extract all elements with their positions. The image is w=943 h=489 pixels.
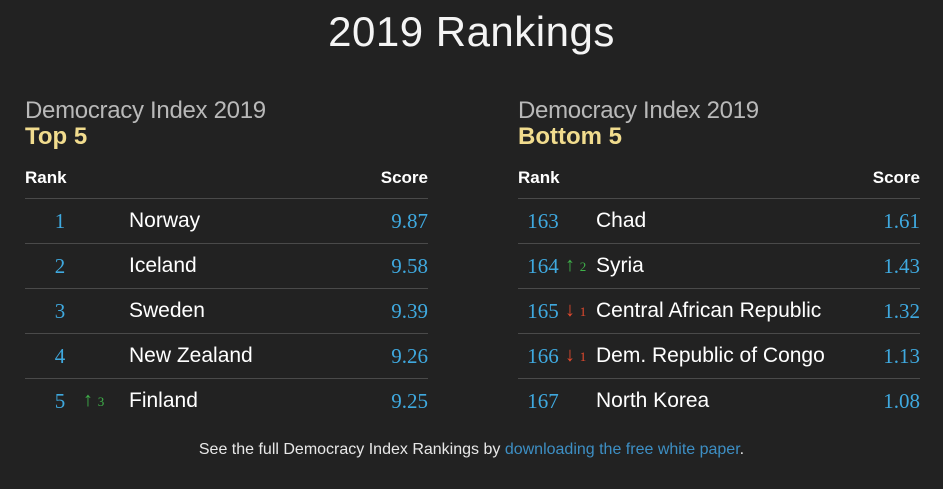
white-paper-download-link[interactable]: downloading the free white paper [504, 441, 740, 458]
rank-value: 165 [527, 299, 559, 323]
rank-value: 163 [527, 209, 559, 233]
top-5-panel: Democracy Index 2019 Top 5 Rank Score 1 … [25, 98, 428, 423]
bottom-panel-heading: Democracy Index 2019 [518, 97, 759, 124]
country-name: Dem. Republic of Congo [596, 344, 825, 367]
arrow-down-icon: ↓ [565, 299, 575, 321]
table-row: 167 North Korea 1.08 [518, 379, 920, 423]
country-name: New Zealand [129, 344, 253, 367]
rank-column-header: Rank [518, 168, 560, 187]
table-row: 163 Chad 1.61 [518, 199, 920, 244]
score-value: 1.43 [883, 254, 920, 278]
rank-change-down-indicator: ↓ 1 [565, 299, 586, 322]
rank-value: 166 [527, 344, 559, 368]
table-row: 165 ↓ 1 Central African Republic 1.32 [518, 289, 920, 334]
score-value: 9.87 [391, 209, 428, 233]
table-row: 2 Iceland 9.58 [25, 244, 428, 289]
rank-column-header: Rank [25, 168, 67, 187]
table-row: 1 Norway 9.87 [25, 199, 428, 244]
score-value: 1.61 [883, 209, 920, 233]
rank-value: 4 [54, 344, 66, 368]
rank-change-up-indicator: ↑ 2 [565, 254, 586, 277]
rank-value: 3 [54, 299, 66, 323]
rank-change-amount: 2 [579, 259, 587, 274]
top-panel-subheading: Top 5 [25, 123, 88, 150]
bottom-table-header: Rank Score [518, 162, 920, 199]
score-value: 9.26 [391, 344, 428, 368]
bottom-panel-subheading: Bottom 5 [518, 123, 622, 150]
footer-text-end: . [739, 441, 745, 458]
rank-value: 5 [54, 389, 66, 413]
country-name: Sweden [129, 299, 205, 322]
rank-value: 164 [527, 254, 559, 278]
rank-change-amount: 1 [579, 304, 587, 319]
table-row: 3 Sweden 9.39 [25, 289, 428, 334]
footer-note: See the full Democracy Index Rankings by… [0, 441, 943, 459]
rank-change-amount: 3 [97, 394, 105, 409]
arrow-up-icon: ↑ [565, 254, 575, 276]
score-column-header: Score [380, 168, 428, 187]
score-column-header: Score [872, 168, 920, 187]
bottom-5-panel: Democracy Index 2019 Bottom 5 Rank Score… [518, 98, 920, 423]
country-name: Central African Republic [596, 299, 822, 322]
rank-value: 1 [54, 209, 66, 233]
score-value: 1.32 [883, 299, 920, 323]
rank-value: 2 [54, 254, 66, 278]
country-name: Iceland [129, 254, 197, 277]
score-value: 9.39 [391, 299, 428, 323]
top-table-body: 1 Norway 9.87 2 Iceland 9.58 3 Sweden 9.… [25, 199, 428, 423]
arrow-down-icon: ↓ [565, 344, 575, 366]
footer-text: See the full Democracy Index Rankings by [198, 441, 505, 458]
country-name: Syria [596, 254, 644, 277]
rank-change-down-indicator: ↓ 1 [565, 344, 586, 367]
country-name: North Korea [596, 389, 710, 412]
top-table-header: Rank Score [25, 162, 428, 199]
country-name: Norway [129, 209, 201, 232]
page-title: 2019 Rankings [328, 8, 615, 55]
arrow-up-icon: ↑ [83, 389, 93, 411]
rank-change-up-indicator: ↑ 3 [83, 389, 104, 412]
table-row: 164 ↑ 2 Syria 1.43 [518, 244, 920, 289]
bottom-table-body: 163 Chad 1.61 164 ↑ 2 Syria 1.43 165 ↓ 1… [518, 199, 920, 423]
rank-change-amount: 1 [579, 349, 587, 364]
table-row: 166 ↓ 1 Dem. Republic of Congo 1.13 [518, 334, 920, 379]
score-value: 9.58 [391, 254, 428, 278]
top-panel-heading: Democracy Index 2019 [25, 97, 266, 124]
score-value: 9.25 [391, 389, 428, 413]
country-name: Chad [596, 209, 647, 232]
score-value: 1.13 [883, 344, 920, 368]
table-row: 5 ↑ 3 Finland 9.25 [25, 379, 428, 423]
score-value: 1.08 [883, 389, 920, 413]
rank-value: 167 [527, 389, 559, 413]
country-name: Finland [129, 389, 198, 412]
table-row: 4 New Zealand 9.26 [25, 334, 428, 379]
